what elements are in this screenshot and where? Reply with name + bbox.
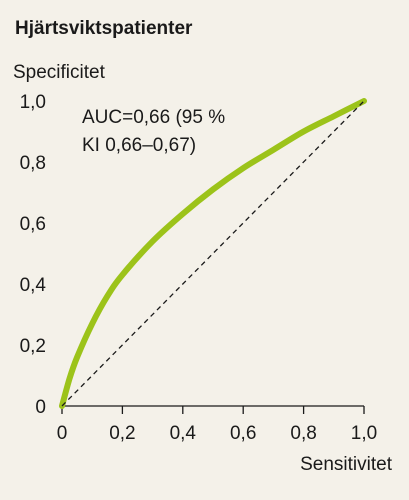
x-tick-label: 0,6 bbox=[230, 423, 256, 444]
tick-labels: 0 0,2 0,4 0,6 0,8 1,0 0 0,2 0,4 0,6 0,8 1,0 bbox=[20, 92, 378, 444]
series-lines bbox=[62, 101, 364, 406]
y-tick-label: 1,0 bbox=[20, 92, 46, 113]
x-tick-label: 1,0 bbox=[351, 423, 377, 444]
x-tick-label: 0,4 bbox=[170, 423, 197, 444]
x-tick-label: 0,8 bbox=[290, 423, 316, 444]
y-tick-label: 0,8 bbox=[20, 153, 46, 174]
x-tick-label: 0,2 bbox=[109, 423, 135, 444]
y-tick-label: 0,6 bbox=[20, 214, 46, 235]
y-tick-label: 0 bbox=[35, 397, 46, 418]
diagonal-reference-line bbox=[62, 101, 364, 406]
axes bbox=[62, 406, 364, 414]
x-tick-label: 0 bbox=[57, 423, 68, 444]
y-tick-label: 0,4 bbox=[20, 275, 47, 296]
y-tick-label: 0,2 bbox=[20, 336, 46, 357]
